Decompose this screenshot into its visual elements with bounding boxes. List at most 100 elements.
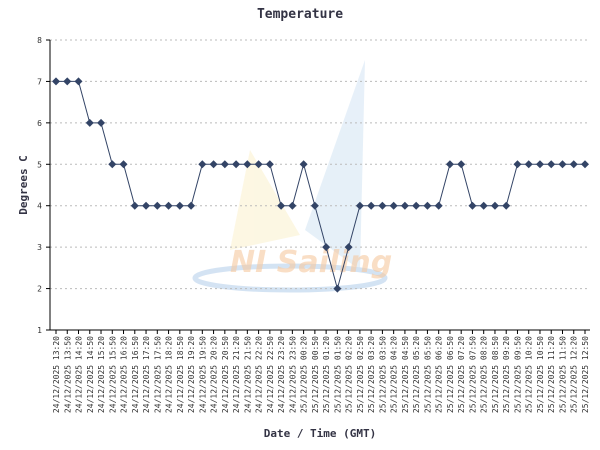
marker [119,160,128,169]
x-tick-label: 24/12/2025 16:20 [120,336,129,413]
x-tick-label: 24/12/2025 17:50 [153,336,162,413]
marker [457,160,466,169]
marker [333,284,342,293]
marker [97,118,106,127]
marker [479,201,488,210]
marker [153,201,162,210]
x-tick-label: 25/12/2025 07:20 [457,336,466,413]
marker [175,201,184,210]
marker [299,160,308,169]
marker [490,201,499,210]
marker [468,201,477,210]
marker [277,201,286,210]
marker [220,160,229,169]
marker [288,201,297,210]
x-tick-label: 25/12/2025 01:20 [322,336,331,413]
marker [581,160,589,169]
x-tick-label: 25/12/2025 12:20 [570,336,579,413]
marker [535,160,544,169]
marker [378,201,387,210]
x-tick-label: 24/12/2025 23:20 [277,336,286,413]
marker [142,201,151,210]
x-tick-label: 25/12/2025 04:50 [401,336,410,413]
marker [513,160,522,169]
x-tick-label: 24/12/2025 15:20 [97,336,106,413]
marker [344,243,353,252]
marker [74,77,83,86]
marker [569,160,578,169]
marker [232,160,241,169]
x-tick-label: 24/12/2025 15:50 [108,336,117,413]
marker [400,201,409,210]
marker [85,118,94,127]
x-tick-label: 25/12/2025 03:20 [367,336,376,413]
marker [355,201,364,210]
x-tick-label: 25/12/2025 05:50 [423,336,432,413]
y-tick-label: 1 [37,326,42,335]
x-tick-label: 24/12/2025 18:50 [176,336,185,413]
marker [209,160,218,169]
x-tick-label: 25/12/2025 06:50 [446,336,455,413]
x-tick-label: 25/12/2025 00:20 [300,336,309,413]
watermark: NI Sailing [230,245,392,280]
x-tick-label: 25/12/2025 12:50 [581,336,590,413]
marker [52,77,60,86]
x-tick-label: 25/12/2025 06:20 [435,336,444,413]
marker [524,160,533,169]
x-tick-label: 25/12/2025 02:50 [356,336,365,413]
x-tick-label: 25/12/2025 08:50 [491,336,500,413]
x-tick-label: 24/12/2025 19:50 [198,336,207,413]
marker [198,160,207,169]
y-tick-label: 3 [37,243,42,252]
marker [547,160,556,169]
x-tick-label: 25/12/2025 02:20 [345,336,354,413]
marker [243,160,252,169]
x-tick-label: 25/12/2025 07:50 [468,336,477,413]
x-tick-label: 24/12/2025 23:50 [288,336,297,413]
watermark-logo [192,60,388,293]
x-tick-label: 25/12/2025 10:20 [525,336,534,413]
x-tick-label: 25/12/2025 03:50 [378,336,387,413]
x-tick-label: 24/12/2025 20:20 [210,336,219,413]
x-tick-label: 25/12/2025 11:20 [547,336,556,413]
marker [108,160,117,169]
x-tick-label: 24/12/2025 19:20 [187,336,196,413]
marker [130,201,139,210]
marker [322,243,331,252]
marker [389,201,398,210]
marker [63,77,72,86]
x-tick-label: 24/12/2025 14:20 [75,336,84,413]
y-tick-label: 5 [37,160,42,169]
x-tick-label: 24/12/2025 22:50 [266,336,275,413]
x-tick-label: 24/12/2025 21:20 [232,336,241,413]
marker [558,160,567,169]
x-tick-label: 25/12/2025 01:50 [333,336,342,413]
y-tick-label: 2 [37,285,42,294]
marker [423,201,432,210]
x-tick-label: 24/12/2025 16:50 [131,336,140,413]
marker [434,201,443,210]
marker [265,160,274,169]
y-axis-title: Degrees C [17,155,30,215]
x-tick-label: 24/12/2025 18:20 [165,336,174,413]
y-tick-label: 6 [37,119,42,128]
x-axis-title: Date / Time (GMT) [264,427,377,440]
x-tick-label: 24/12/2025 14:50 [86,336,95,413]
chart-title: Temperature [257,7,343,22]
x-tick-label: 25/12/2025 11:50 [558,336,567,413]
x-tick-label: 24/12/2025 13:50 [63,336,72,413]
marker [310,201,319,210]
x-tick-label: 25/12/2025 10:50 [536,336,545,413]
x-tick-label: 24/12/2025 17:20 [142,336,151,413]
x-tick-label: 25/12/2025 08:20 [480,336,489,413]
marker [254,160,263,169]
y-tick-label: 8 [37,36,42,45]
marker [412,201,421,210]
y-tick-label: 7 [37,77,42,86]
marker [187,201,196,210]
x-tick-label: 25/12/2025 09:20 [502,336,511,413]
x-tick-label: 25/12/2025 09:50 [513,336,522,413]
marker [367,201,376,210]
